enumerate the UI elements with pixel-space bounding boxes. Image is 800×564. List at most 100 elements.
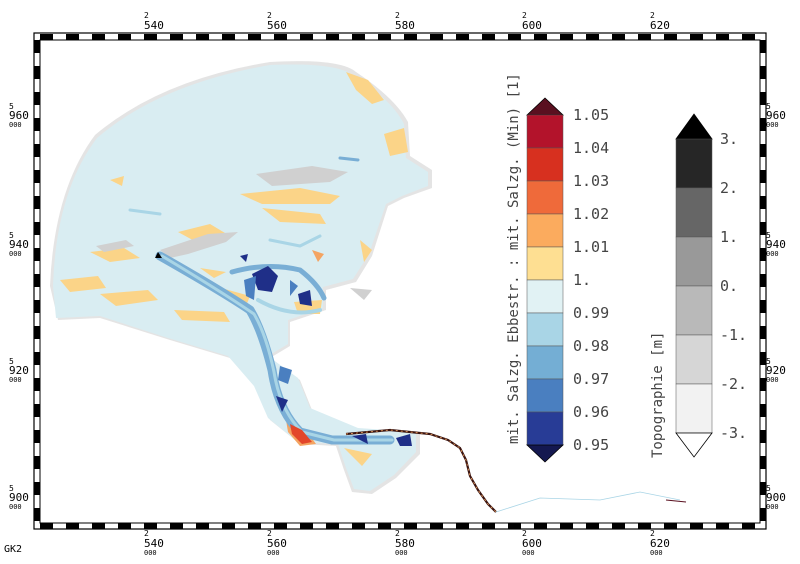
svg-text:5: 5	[9, 357, 14, 366]
svg-text:000: 000	[766, 250, 779, 258]
y-tick-label: 5 920 000	[9, 357, 29, 384]
x-tick-labels-bottom: 2 540 000 2 560 000 2 580 000 2 600 000 …	[144, 529, 670, 557]
frame-tick	[34, 456, 40, 469]
frame-tick	[664, 523, 677, 529]
colorbar-swatch	[526, 411, 564, 446]
colorbar-swatch	[526, 378, 564, 413]
colorbar-swatch	[526, 246, 564, 281]
frame-tick	[40, 523, 53, 529]
topo-swatch	[675, 187, 713, 238]
colorbar-tick-label: 0.97	[573, 370, 609, 388]
frame-tick	[34, 248, 40, 261]
frame-tick	[760, 196, 766, 209]
svg-text:620: 620	[650, 537, 670, 550]
frame-tick	[760, 274, 766, 287]
colorbar-swatch	[526, 345, 564, 380]
low-salinity-channels	[128, 156, 395, 445]
topo-tick-label: 0.	[720, 277, 738, 295]
salinity-legend-labels: 1.05 1.04 1.03 1.02 1.01 1. 0.99 0.98 0.97 0.96 0.…	[573, 106, 609, 454]
svg-text:5: 5	[9, 484, 14, 493]
topo-tick-label: 2.	[720, 179, 738, 197]
frame-tick	[760, 118, 766, 131]
svg-text:560: 560	[267, 19, 287, 32]
x-tick-label: 2 560 000	[267, 529, 287, 557]
frame-tick	[760, 352, 766, 365]
svg-text:600: 600	[522, 19, 542, 32]
svg-text:560: 560	[267, 537, 287, 550]
topo-tick-label: -1.	[720, 326, 747, 344]
x-tick-label: 2 540	[144, 11, 164, 32]
frame-tick	[34, 274, 40, 287]
x-tick-label: 2 580 000	[395, 529, 415, 557]
frame-tick	[430, 523, 443, 529]
svg-text:000: 000	[522, 549, 535, 557]
svg-text:000: 000	[9, 503, 22, 511]
y-tick-label: 5 900 000	[766, 484, 786, 511]
frame-tick	[690, 34, 703, 40]
frame-tick	[378, 523, 391, 529]
frame-tick	[534, 34, 547, 40]
colorbar-swatch	[526, 312, 564, 347]
svg-text:5: 5	[766, 231, 771, 240]
frame-tick	[664, 34, 677, 40]
svg-text:000: 000	[9, 250, 22, 258]
frame-tick	[760, 456, 766, 469]
frame-tick	[34, 144, 40, 157]
frame-tick	[326, 523, 339, 529]
svg-text:2: 2	[522, 529, 527, 538]
river-tributary-dark	[665, 499, 687, 503]
svg-text:960: 960	[9, 109, 29, 122]
svg-text:960: 960	[766, 109, 786, 122]
frame-tick	[742, 34, 755, 40]
svg-text:5: 5	[9, 102, 14, 111]
frame-tick	[378, 34, 391, 40]
colorbar-tick-label: 1.01	[573, 238, 609, 256]
topo-swatch	[675, 236, 713, 287]
deep-blue-zones	[240, 254, 412, 446]
frame-checker-ticks	[34, 34, 766, 529]
topo-swatch	[675, 383, 713, 434]
x-tick-label: 2 540 000	[144, 529, 164, 557]
svg-text:580: 580	[395, 537, 415, 550]
frame-tick	[586, 34, 599, 40]
frame-tick	[34, 170, 40, 183]
topo-tick-label: -2.	[720, 375, 747, 393]
frame-tick	[34, 404, 40, 417]
svg-text:000: 000	[650, 549, 663, 557]
salinity-colorbar	[525, 97, 565, 463]
colorbar-tick-label: 1.04	[573, 139, 609, 157]
frame-tick	[716, 523, 729, 529]
svg-text:000: 000	[766, 376, 779, 384]
frame-tick	[612, 523, 625, 529]
frame-tick	[760, 300, 766, 313]
svg-text:2: 2	[144, 11, 149, 20]
svg-text:940: 940	[9, 238, 29, 251]
x-tick-label: 2 600	[522, 11, 542, 32]
topo-under-triangle	[675, 432, 713, 458]
frame-tick	[326, 34, 339, 40]
frame-tick	[404, 523, 417, 529]
svg-text:5: 5	[766, 484, 771, 493]
svg-text:920: 920	[9, 364, 29, 377]
svg-text:000: 000	[395, 549, 408, 557]
y-tick-label: 5 960 000	[9, 102, 29, 129]
frame-tick	[352, 34, 365, 40]
river-tributary	[495, 491, 681, 513]
frame-tick	[760, 248, 766, 261]
svg-text:900: 900	[9, 491, 29, 504]
frame-tick	[300, 34, 313, 40]
estuary-map	[50, 61, 687, 513]
frame-tick	[92, 523, 105, 529]
frame-tick	[638, 523, 651, 529]
frame-tick	[196, 523, 209, 529]
topography-legend: Topographie [m] 3. 2. 1. 0. -1. -2. -3.	[650, 113, 747, 458]
frame-tick	[760, 170, 766, 183]
crs-label: GK2	[4, 544, 22, 555]
frame-tick	[222, 523, 235, 529]
x-tick-label: 2 560	[267, 11, 287, 32]
salinity-legend-title: mit. Salzg. Ebbestr. : mit. Salzg. (Min)…	[506, 73, 522, 444]
frame-tick	[760, 92, 766, 105]
svg-text:2: 2	[650, 529, 655, 538]
x-tick-label: 2 600 000	[522, 529, 542, 557]
svg-text:000: 000	[766, 121, 779, 129]
